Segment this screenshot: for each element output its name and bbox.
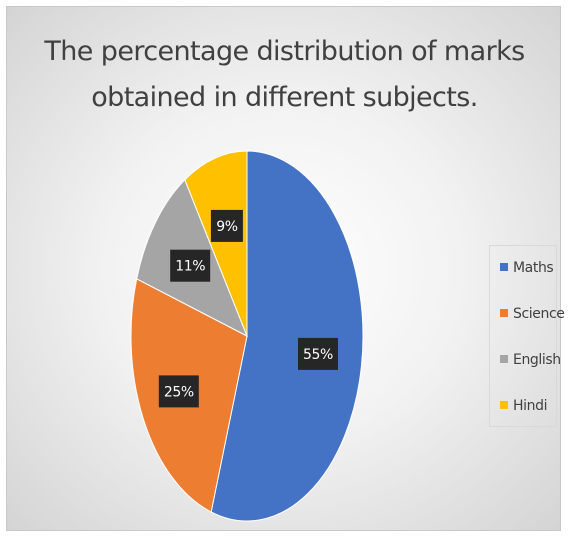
- pie-slice-hindi: [184, 150, 248, 337]
- pie-chart: 55% 25% 11% 9%: [130, 150, 364, 522]
- legend-item-maths: Maths: [500, 260, 554, 276]
- chart-area: The percentage distribution of marks obt…: [6, 6, 565, 531]
- data-label-science: 25%: [158, 375, 199, 408]
- legend-swatch: [500, 309, 508, 317]
- legend-swatch: [500, 401, 508, 409]
- legend-swatch: [500, 263, 508, 271]
- data-label-hindi: 9%: [210, 209, 243, 242]
- legend-label: Science: [513, 306, 565, 322]
- chart-title-line-1: The percentage distribution of marks: [44, 36, 525, 67]
- data-label-box: [158, 375, 199, 408]
- legend-swatch: [500, 355, 508, 363]
- data-label-text: 11%: [175, 259, 205, 275]
- data-label-english: 11%: [170, 249, 211, 282]
- data-label-box: [170, 249, 211, 282]
- legend-label: Hindi: [513, 398, 548, 414]
- legend-item-hindi: Hindi: [500, 398, 547, 414]
- data-label-text: 9%: [216, 219, 238, 235]
- legend-label: Maths: [513, 260, 554, 276]
- pie-slice-maths: [210, 150, 364, 522]
- data-label-box: [298, 337, 338, 370]
- chart-title-line-2: obtained in different subjects.: [91, 82, 478, 113]
- data-label-text: 55%: [303, 347, 333, 363]
- data-label-maths: 55%: [298, 337, 338, 370]
- legend-item-science: Science: [500, 306, 565, 322]
- legend-label: English: [513, 352, 561, 368]
- chart-legend: Maths Science English Hindi: [489, 245, 565, 427]
- data-label-text: 25%: [164, 384, 194, 400]
- chart-title: The percentage distribution of marks obt…: [7, 29, 562, 121]
- legend-item-english: English: [500, 352, 561, 368]
- data-label-box: [210, 209, 243, 242]
